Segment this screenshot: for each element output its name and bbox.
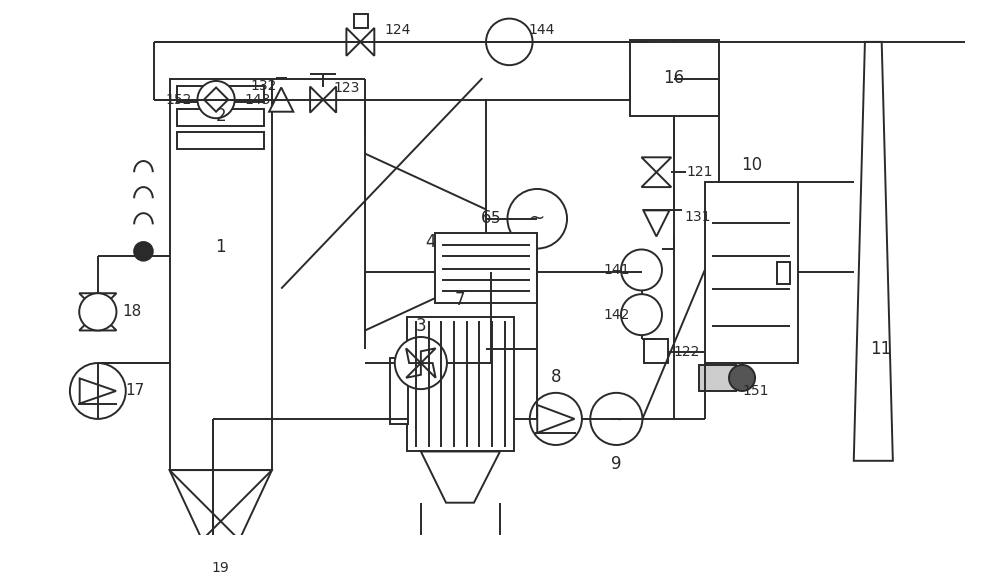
Polygon shape	[80, 379, 116, 403]
Bar	[435, 233, 537, 303]
Text: 5: 5	[491, 211, 500, 227]
Text: 19: 19	[212, 561, 230, 572]
Circle shape	[486, 19, 533, 65]
Polygon shape	[79, 312, 116, 331]
Text: 3: 3	[416, 317, 426, 335]
Bar	[644, 339, 668, 363]
Polygon shape	[421, 451, 500, 503]
Text: 17: 17	[125, 383, 145, 399]
Polygon shape	[406, 348, 421, 363]
Bar	[407, 316, 514, 451]
Polygon shape	[79, 293, 116, 312]
Text: 16: 16	[664, 69, 685, 87]
Text: 2: 2	[215, 108, 226, 125]
Polygon shape	[269, 88, 293, 112]
Polygon shape	[854, 42, 893, 461]
Text: 11: 11	[870, 340, 891, 358]
Circle shape	[530, 393, 582, 445]
Bar	[177, 109, 264, 126]
Polygon shape	[202, 540, 239, 572]
Circle shape	[507, 189, 567, 249]
Text: 143: 143	[245, 93, 271, 106]
Text: ~: ~	[529, 209, 545, 228]
Polygon shape	[310, 86, 323, 113]
Text: 6: 6	[481, 209, 491, 227]
Text: 123: 123	[333, 81, 360, 96]
Bar	[177, 132, 264, 149]
Polygon shape	[170, 470, 272, 540]
Polygon shape	[421, 348, 436, 363]
Text: 1: 1	[215, 238, 226, 256]
Text: ~: ~	[610, 411, 623, 426]
Circle shape	[621, 249, 662, 291]
Text: 124: 124	[384, 23, 411, 37]
Text: 152: 152	[166, 93, 192, 106]
Text: 7: 7	[455, 291, 465, 309]
Text: 121: 121	[687, 165, 713, 179]
Text: 141: 141	[603, 263, 630, 277]
Text: 18: 18	[123, 304, 142, 319]
Circle shape	[197, 81, 235, 118]
Bar	[630, 40, 719, 116]
Polygon shape	[360, 28, 374, 56]
Polygon shape	[537, 405, 574, 433]
Bar	[705, 181, 798, 363]
Circle shape	[621, 294, 662, 335]
Text: 9: 9	[611, 455, 622, 472]
Circle shape	[590, 393, 642, 445]
Circle shape	[395, 337, 447, 389]
Circle shape	[134, 242, 153, 261]
Text: 8: 8	[551, 368, 561, 386]
Polygon shape	[642, 157, 671, 172]
Text: 122: 122	[673, 345, 699, 359]
Circle shape	[729, 365, 755, 391]
Bar	[170, 79, 272, 470]
Text: 151: 151	[743, 384, 769, 398]
Bar	[177, 86, 264, 102]
Polygon shape	[323, 86, 336, 113]
Bar	[699, 365, 736, 391]
Polygon shape	[642, 172, 671, 187]
Text: 4: 4	[425, 233, 435, 251]
Text: 142: 142	[603, 308, 630, 321]
Polygon shape	[406, 363, 421, 378]
Polygon shape	[421, 363, 436, 378]
Text: 144: 144	[529, 23, 555, 37]
Text: 10: 10	[741, 156, 762, 174]
Bar	[777, 261, 790, 284]
Text: 132: 132	[250, 78, 277, 93]
Polygon shape	[365, 154, 486, 331]
Text: 131: 131	[684, 210, 711, 224]
Bar	[354, 14, 368, 28]
Polygon shape	[346, 28, 360, 56]
Polygon shape	[204, 88, 228, 112]
Circle shape	[70, 363, 126, 419]
Polygon shape	[643, 210, 669, 236]
Circle shape	[79, 293, 116, 331]
Bar	[390, 359, 408, 423]
